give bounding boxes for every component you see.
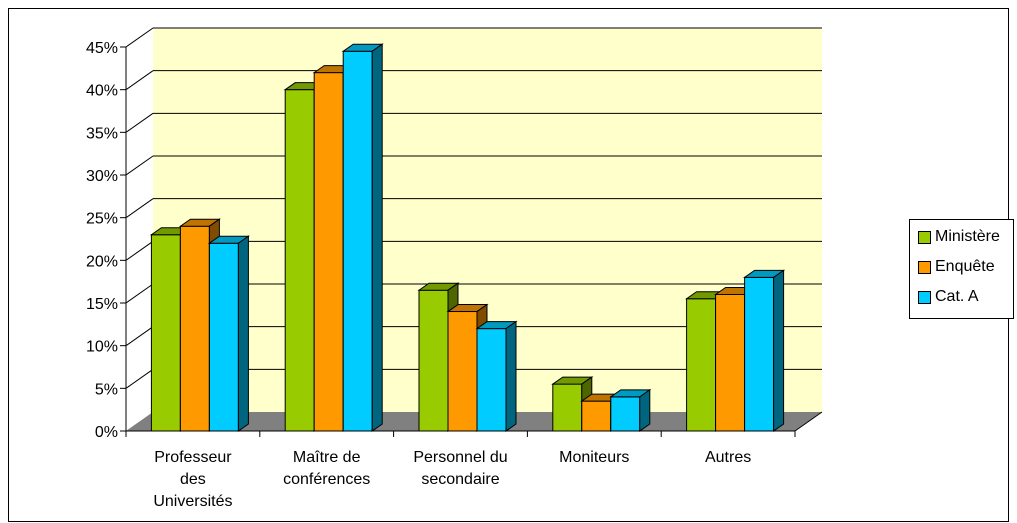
gridline-diagonal: [125, 155, 154, 176]
bar-side: [639, 388, 651, 432]
bar: [686, 298, 717, 432]
legend-item: Ministère: [918, 228, 1000, 246]
gridline-diagonal: [125, 27, 154, 48]
bar: [284, 89, 315, 432]
bar-side: [371, 43, 383, 432]
x-tick-label: Personnel du: [413, 449, 507, 466]
bar: [610, 396, 641, 432]
x-tick-label: Moniteurs: [559, 449, 629, 466]
chart-legend: Ministère Enquête Cat. A: [909, 219, 1014, 319]
bar-side: [505, 320, 517, 432]
bar: [715, 293, 746, 432]
bar: [150, 234, 181, 432]
y-tick-label: 20%: [86, 253, 118, 270]
bar-side: [237, 235, 249, 432]
gridline-diagonal: [125, 240, 154, 261]
x-tick-label: Autres: [705, 449, 751, 466]
y-tick-label: 0%: [95, 424, 118, 441]
bar: [208, 242, 239, 432]
legend-swatch: [918, 290, 931, 304]
legend-label: Enquête: [935, 258, 995, 275]
bar: [418, 289, 449, 432]
bar: [313, 72, 344, 432]
legend-label: Ministère: [935, 228, 1000, 245]
y-tick-label: 15%: [86, 296, 118, 313]
gridline-diagonal: [125, 368, 154, 389]
x-tick-label: conférences: [283, 471, 370, 488]
y-tick-label: 25%: [86, 211, 118, 228]
legend-swatch: [918, 230, 931, 244]
gridline-diagonal: [125, 198, 154, 219]
legend-item: Enquête: [918, 258, 995, 276]
bar: [342, 50, 373, 432]
gridline-diagonal: [125, 283, 154, 304]
bar-side: [773, 269, 785, 432]
gridline-diagonal: [125, 112, 154, 133]
x-tick-label: des: [180, 471, 206, 488]
y-tick-label: 35%: [86, 125, 118, 142]
y-tick-label: 40%: [86, 83, 118, 100]
x-tick-label: Professeur: [154, 449, 232, 466]
bar-chart: 0% 5% 10% 15% 20% 25% 30% 35% 40% 45% Professeur de…: [86, 27, 823, 510]
bar: [552, 383, 583, 432]
x-tick-label: Universités: [153, 493, 232, 510]
bar: [744, 276, 775, 432]
gridline-diagonal: [125, 70, 154, 91]
bar: [581, 400, 612, 432]
gridline-diagonal: [125, 326, 154, 347]
legend-item: Cat. A: [918, 288, 979, 306]
x-tick-label: Maître de: [293, 449, 361, 466]
y-tick-label: 45%: [86, 40, 118, 57]
legend-swatch: [918, 260, 931, 274]
chart-frame: 0% 5% 10% 15% 20% 25% 30% 35% 40% 45% Professeur de…: [8, 8, 1014, 522]
x-tick-label: secondaire: [421, 471, 499, 488]
bar: [179, 225, 210, 432]
bar: [447, 311, 478, 432]
bar: [476, 328, 507, 432]
y-tick-label: 30%: [86, 168, 118, 185]
y-tick-label: 10%: [86, 339, 118, 356]
y-tick-label: 5%: [95, 381, 118, 398]
legend-label: Cat. A: [935, 288, 979, 305]
x-axis-edge: [794, 411, 823, 432]
